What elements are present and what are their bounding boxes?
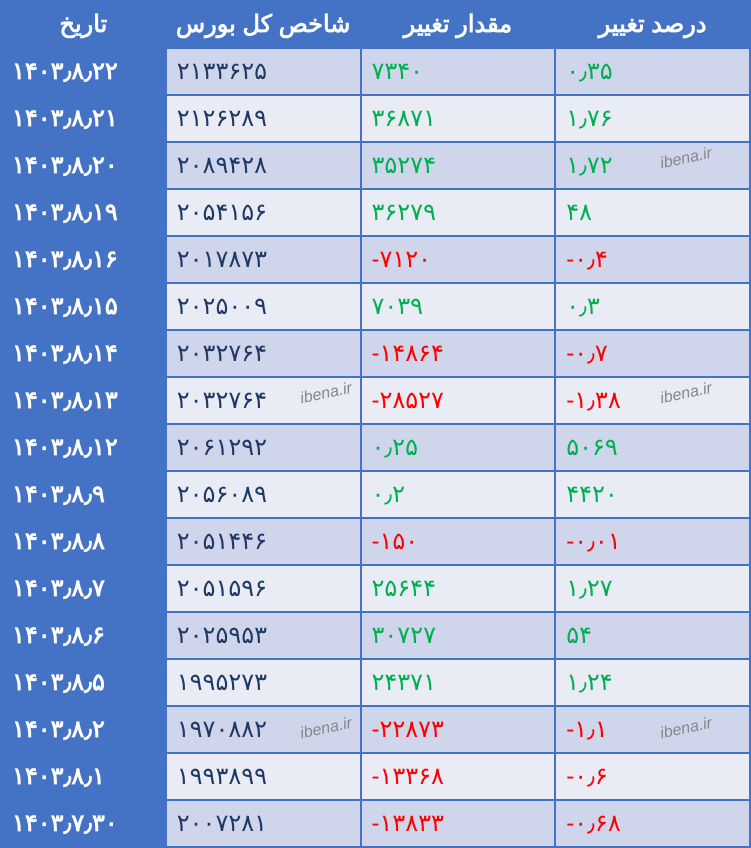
- cell-index: ۲۰۸۹۴۲۸: [166, 142, 361, 189]
- table-row: ۱۴۰۳٫۸٫۷۲۰۵۱۵۹۶۲۵۶۴۴۱٫۲۷: [1, 565, 750, 612]
- cell-index: ۲۰۳۲۷۶۴: [166, 377, 361, 424]
- cell-index: ۲۰۳۲۷۶۴: [166, 330, 361, 377]
- cell-change: -۱۳۸۳۳: [361, 800, 556, 847]
- table-header-row: تاريخ شاخص کل بورس مقدار تغییر درصد تغیی…: [1, 1, 750, 48]
- cell-index: ۲۰۵۶۰۸۹: [166, 471, 361, 518]
- table-row: ۱۴۰۳٫۸٫۱۲۲۰۶۱۲۹۲۰٫۲۵۵۰۶۹: [1, 424, 750, 471]
- cell-pct: ۴۸: [555, 189, 750, 236]
- cell-change: ۳۰۷۲۷: [361, 612, 556, 659]
- cell-pct: ۱٫۲۴: [555, 659, 750, 706]
- table-row: ۱۴۰۳٫۸٫۲۲۲۱۳۳۶۲۵۷۳۴۰۰٫۳۵: [1, 48, 750, 95]
- cell-date: ۱۴۰۳٫۸٫۲۰: [1, 142, 166, 189]
- cell-pct: -۰٫۰۱: [555, 518, 750, 565]
- cell-index: ۲۰۲۵۹۵۳: [166, 612, 361, 659]
- cell-date: ۱۴۰۳٫۸٫۱: [1, 753, 166, 800]
- table-row: ۱۴۰۳٫۸٫۲۱۲۱۲۶۲۸۹۳۶۸۷۱۱٫۷۶: [1, 95, 750, 142]
- cell-index: ۱۹۷۰۸۸۲: [166, 706, 361, 753]
- table-row: ۱۴۰۳٫۸٫۱۳۲۰۳۲۷۶۴-۲۸۵۲۷-۱٫۳۸: [1, 377, 750, 424]
- col-header-date: تاريخ: [1, 1, 166, 48]
- cell-index: ۲۱۲۶۲۸۹: [166, 95, 361, 142]
- cell-index: ۲۰۵۱۵۹۶: [166, 565, 361, 612]
- cell-change: -۱۳۳۶۸: [361, 753, 556, 800]
- cell-pct: -۰٫۴: [555, 236, 750, 283]
- table-row: ۱۴۰۳٫۷٫۳۰۲۰۰۷۲۸۱-۱۳۸۳۳-۰٫۶۸: [1, 800, 750, 847]
- cell-index: ۲۱۳۳۶۲۵: [166, 48, 361, 95]
- col-header-pct: درصد تغییر: [555, 1, 750, 48]
- cell-pct: -۰٫۶: [555, 753, 750, 800]
- col-header-index: شاخص کل بورس: [166, 1, 361, 48]
- cell-date: ۱۴۰۳٫۸٫۱۶: [1, 236, 166, 283]
- cell-change: -۱۵۰: [361, 518, 556, 565]
- cell-date: ۱۴۰۳٫۸٫۹: [1, 471, 166, 518]
- cell-date: ۱۴۰۳٫۸٫۲۱: [1, 95, 166, 142]
- cell-index: ۲۰۱۷۸۷۳: [166, 236, 361, 283]
- cell-pct: -۱٫۱: [555, 706, 750, 753]
- table-row: ۱۴۰۳٫۸٫۱۵۲۰۲۵۰۰۹۷۰۳۹۰٫۳: [1, 283, 750, 330]
- cell-pct: ۵۰۶۹: [555, 424, 750, 471]
- cell-index: ۲۰۶۱۲۹۲: [166, 424, 361, 471]
- cell-change: -۷۱۲۰: [361, 236, 556, 283]
- cell-date: ۱۴۰۳٫۸٫۵: [1, 659, 166, 706]
- cell-pct: ۰٫۳۵: [555, 48, 750, 95]
- col-header-change: مقدار تغییر: [361, 1, 556, 48]
- cell-change: ۲۵۶۴۴: [361, 565, 556, 612]
- cell-pct: ۰٫۳: [555, 283, 750, 330]
- cell-pct: ۱٫۲۷: [555, 565, 750, 612]
- cell-date: ۱۴۰۳٫۸٫۸: [1, 518, 166, 565]
- cell-index: ۲۰۰۷۲۸۱: [166, 800, 361, 847]
- table-row: ۱۴۰۳٫۸٫۹۲۰۵۶۰۸۹۰٫۲۴۴۲۰: [1, 471, 750, 518]
- cell-change: ۰٫۲۵: [361, 424, 556, 471]
- cell-date: ۱۴۰۳٫۸٫۷: [1, 565, 166, 612]
- cell-date: ۱۴۰۳٫۷٫۳۰: [1, 800, 166, 847]
- cell-change: ۰٫۲: [361, 471, 556, 518]
- cell-pct: -۱٫۳۸: [555, 377, 750, 424]
- table-row: ۱۴۰۳٫۸٫۸۲۰۵۱۴۴۶-۱۵۰-۰٫۰۱: [1, 518, 750, 565]
- cell-change: -۱۴۸۶۴: [361, 330, 556, 377]
- table-row: ۱۴۰۳٫۸٫۲۱۹۷۰۸۸۲-۲۲۸۷۳-۱٫۱: [1, 706, 750, 753]
- cell-index: ۲۰۲۵۰۰۹: [166, 283, 361, 330]
- cell-date: ۱۴۰۳٫۸٫۱۹: [1, 189, 166, 236]
- table-row: ۱۴۰۳٫۸٫۱۶۲۰۱۷۸۷۳-۷۱۲۰-۰٫۴: [1, 236, 750, 283]
- cell-index: ۲۰۵۱۴۴۶: [166, 518, 361, 565]
- cell-change: -۲۲۸۷۳: [361, 706, 556, 753]
- table-body: ۱۴۰۳٫۸٫۲۲۲۱۳۳۶۲۵۷۳۴۰۰٫۳۵۱۴۰۳٫۸٫۲۱۲۱۲۶۲۸۹…: [1, 48, 750, 847]
- cell-index: ۱۹۹۵۲۷۳: [166, 659, 361, 706]
- cell-date: ۱۴۰۳٫۸٫۱۲: [1, 424, 166, 471]
- cell-date: ۱۴۰۳٫۸٫۱۳: [1, 377, 166, 424]
- cell-change: ۲۴۳۷۱: [361, 659, 556, 706]
- cell-date: ۱۴۰۳٫۸٫۲: [1, 706, 166, 753]
- table-row: ۱۴۰۳٫۸٫۱۱۹۹۳۸۹۹-۱۳۳۶۸-۰٫۶: [1, 753, 750, 800]
- stock-index-table: تاريخ شاخص کل بورس مقدار تغییر درصد تغیی…: [0, 0, 751, 848]
- cell-index: ۲۰۵۴۱۵۶: [166, 189, 361, 236]
- cell-change: ۷۳۴۰: [361, 48, 556, 95]
- cell-pct: ۱٫۷۲: [555, 142, 750, 189]
- cell-change: ۷۰۳۹: [361, 283, 556, 330]
- cell-pct: ۱٫۷۶: [555, 95, 750, 142]
- cell-pct: ۵۴: [555, 612, 750, 659]
- table-row: ۱۴۰۳٫۸٫۱۹۲۰۵۴۱۵۶۳۶۲۷۹۴۸: [1, 189, 750, 236]
- cell-change: ۳۵۲۷۴: [361, 142, 556, 189]
- table-row: ۱۴۰۳٫۸٫۲۰۲۰۸۹۴۲۸۳۵۲۷۴۱٫۷۲: [1, 142, 750, 189]
- cell-pct: -۰٫۶۸: [555, 800, 750, 847]
- cell-date: ۱۴۰۳٫۸٫۶: [1, 612, 166, 659]
- cell-date: ۱۴۰۳٫۸٫۱۴: [1, 330, 166, 377]
- cell-index: ۱۹۹۳۸۹۹: [166, 753, 361, 800]
- cell-change: -۲۸۵۲۷: [361, 377, 556, 424]
- cell-change: ۳۶۲۷۹: [361, 189, 556, 236]
- cell-change: ۳۶۸۷۱: [361, 95, 556, 142]
- cell-date: ۱۴۰۳٫۸٫۱۵: [1, 283, 166, 330]
- cell-pct: ۴۴۲۰: [555, 471, 750, 518]
- cell-pct: -۰٫۷: [555, 330, 750, 377]
- table-row: ۱۴۰۳٫۸٫۵۱۹۹۵۲۷۳۲۴۳۷۱۱٫۲۴: [1, 659, 750, 706]
- table-row: ۱۴۰۳٫۸٫۶۲۰۲۵۹۵۳۳۰۷۲۷۵۴: [1, 612, 750, 659]
- table-row: ۱۴۰۳٫۸٫۱۴۲۰۳۲۷۶۴-۱۴۸۶۴-۰٫۷: [1, 330, 750, 377]
- cell-date: ۱۴۰۳٫۸٫۲۲: [1, 48, 166, 95]
